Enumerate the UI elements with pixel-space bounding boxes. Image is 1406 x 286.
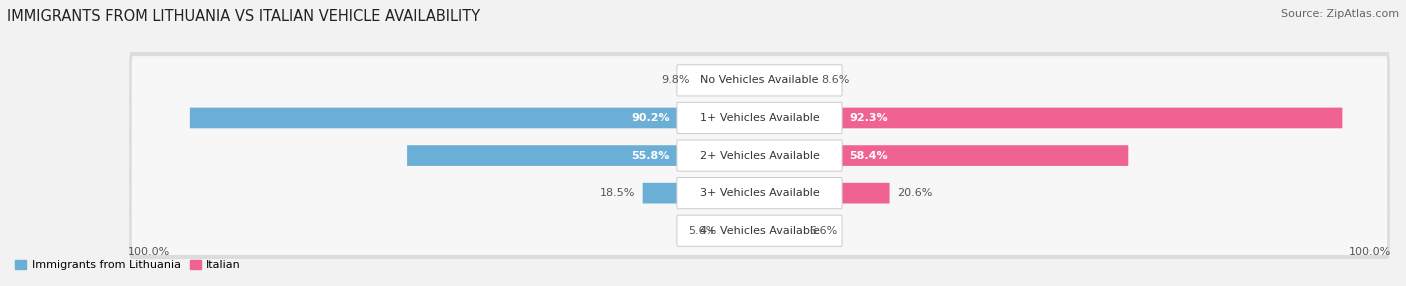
Text: 2+ Vehicles Available: 2+ Vehicles Available — [700, 150, 820, 160]
FancyBboxPatch shape — [129, 52, 1389, 109]
FancyBboxPatch shape — [676, 65, 842, 96]
FancyBboxPatch shape — [676, 140, 842, 171]
Text: 55.8%: 55.8% — [631, 150, 669, 160]
FancyBboxPatch shape — [759, 70, 814, 91]
FancyBboxPatch shape — [759, 108, 1343, 128]
FancyBboxPatch shape — [676, 178, 842, 209]
FancyBboxPatch shape — [190, 108, 759, 128]
Text: 5.6%: 5.6% — [689, 226, 717, 236]
FancyBboxPatch shape — [759, 183, 890, 204]
FancyBboxPatch shape — [129, 90, 1389, 146]
Text: 6.6%: 6.6% — [808, 226, 837, 236]
FancyBboxPatch shape — [759, 221, 801, 241]
Legend: Immigrants from Lithuania, Italian: Immigrants from Lithuania, Italian — [15, 260, 240, 270]
Text: 8.6%: 8.6% — [821, 76, 849, 86]
Text: 58.4%: 58.4% — [849, 150, 887, 160]
Text: 9.8%: 9.8% — [662, 76, 690, 86]
FancyBboxPatch shape — [408, 145, 759, 166]
FancyBboxPatch shape — [724, 221, 759, 241]
FancyBboxPatch shape — [132, 56, 1388, 105]
Text: 100.0%: 100.0% — [128, 247, 170, 257]
FancyBboxPatch shape — [132, 169, 1388, 217]
Text: 20.6%: 20.6% — [897, 188, 932, 198]
FancyBboxPatch shape — [697, 70, 759, 91]
Text: IMMIGRANTS FROM LITHUANIA VS ITALIAN VEHICLE AVAILABILITY: IMMIGRANTS FROM LITHUANIA VS ITALIAN VEH… — [7, 9, 481, 23]
FancyBboxPatch shape — [676, 215, 842, 246]
Text: 4+ Vehicles Available: 4+ Vehicles Available — [700, 226, 820, 236]
Text: 3+ Vehicles Available: 3+ Vehicles Available — [700, 188, 820, 198]
Text: No Vehicles Available: No Vehicles Available — [700, 76, 818, 86]
Text: 1+ Vehicles Available: 1+ Vehicles Available — [700, 113, 820, 123]
FancyBboxPatch shape — [132, 206, 1388, 255]
FancyBboxPatch shape — [643, 183, 759, 204]
Text: 18.5%: 18.5% — [600, 188, 636, 198]
Text: Source: ZipAtlas.com: Source: ZipAtlas.com — [1281, 9, 1399, 19]
Text: 100.0%: 100.0% — [1348, 247, 1391, 257]
FancyBboxPatch shape — [759, 145, 1128, 166]
FancyBboxPatch shape — [676, 102, 842, 134]
FancyBboxPatch shape — [132, 131, 1388, 180]
FancyBboxPatch shape — [132, 94, 1388, 142]
FancyBboxPatch shape — [129, 202, 1389, 259]
FancyBboxPatch shape — [129, 165, 1389, 222]
Text: 92.3%: 92.3% — [849, 113, 887, 123]
FancyBboxPatch shape — [129, 127, 1389, 184]
Text: 90.2%: 90.2% — [631, 113, 669, 123]
